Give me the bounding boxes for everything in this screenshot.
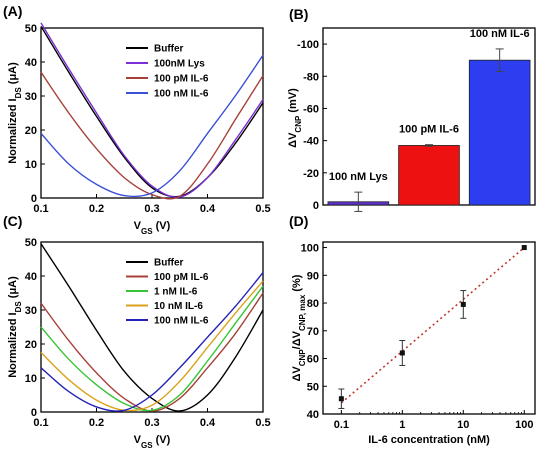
panel-c-series-4 xyxy=(40,272,264,412)
panel-a-legend-label-3: 100 nM IL-6 xyxy=(154,89,209,100)
panel-b-bar-label-2: 100 nM IL-6 xyxy=(470,28,530,40)
panel-a-legend-label-2: 100 pM IL-6 xyxy=(154,74,209,85)
panel-c-legend: Buffer 100 pM IL-6 1 nM IL-6 10 nM IL-6 100 … xyxy=(126,258,209,327)
panel-a-frame xyxy=(40,27,264,199)
panel-b-ticks: 0 -20 -40 -60 -80 -100 xyxy=(297,39,327,212)
panel-b-bar-label-0: 100 nM Lys xyxy=(329,171,388,183)
panel-d-ylabel: ΔVCNP/ΔVCNP, max (%) xyxy=(291,274,307,381)
panel-c-ylabel: Normalized IDS (μA) xyxy=(7,276,23,378)
panel-d-ytick-label-1: 50 xyxy=(307,381,319,393)
panel-a-ticks: 0.1 0.2 0.3 0.4 0.5 0 10 20 30 40 50 xyxy=(25,23,271,215)
panel-c-legend-label-0: Buffer xyxy=(154,258,184,269)
panel-a-series-0 xyxy=(40,25,264,198)
panel-a-xtick-label-1: 0.2 xyxy=(89,203,104,215)
panel-b-ytick-label-2: -40 xyxy=(303,136,319,148)
panel-b-ytick-label-3: -60 xyxy=(303,103,319,115)
panel-c-lines xyxy=(40,243,264,412)
panel-b-ytick-label-0: 0 xyxy=(313,200,319,212)
panel-d-ytick-label-2: 60 xyxy=(307,354,319,366)
panel-a-xtick-label-4: 0.5 xyxy=(255,203,270,215)
panel-c-frame xyxy=(40,241,264,413)
panel-c-ytick-label-5: 50 xyxy=(25,237,37,249)
panel-b-ytick-label-5: -100 xyxy=(297,39,319,51)
panel-d-xtick-label-0: 0.1 xyxy=(334,419,349,431)
panel-d-chart: 0.1 1 10 100 40 50 60 70 80 90 100 xyxy=(301,241,536,431)
panel-c-series-3 xyxy=(40,280,264,412)
panel-d-ytick-label-6: 100 xyxy=(301,243,319,255)
panel-a-ytick-label-2: 20 xyxy=(25,125,37,137)
panel-c-xtick-label-1: 0.2 xyxy=(89,417,104,429)
panel-a-chart: 0.1 0.2 0.3 0.4 0.5 0 10 20 30 40 50 Buffer 100nM L… xyxy=(25,22,271,215)
panel-c-xtick-label-0: 0.1 xyxy=(33,417,48,429)
panel-d-ytick-label-0: 40 xyxy=(307,409,319,421)
panel-a-xtick-label-2: 0.3 xyxy=(144,203,159,215)
panel-a-legend-label-1: 100nM Lys xyxy=(154,59,205,70)
panel-c-legend-label-2: 1 nM IL-6 xyxy=(154,287,198,298)
panel-a-xtick-label-0: 0.1 xyxy=(33,203,48,215)
panel-c-ticks: 0.1 0.2 0.3 0.4 0.5 0 10 20 30 40 50 xyxy=(25,237,271,429)
panel-a-ytick-label-1: 10 xyxy=(25,159,37,171)
panel-label-d: (D) xyxy=(289,213,308,229)
panel-a-legend-label-0: Buffer xyxy=(154,44,184,55)
panel-c-ytick-label-2: 20 xyxy=(25,339,37,351)
panel-a-legend: Buffer 100nM Lys 100 pM IL-6 100 nM IL-6 xyxy=(126,44,209,100)
panel-d-xtick-label-3: 100 xyxy=(515,419,533,431)
panel-c-series-0 xyxy=(40,243,264,412)
panel-d-frame xyxy=(322,241,536,415)
panel-c-legend-label-1: 100 pM IL-6 xyxy=(154,272,209,283)
panel-d-ticks: 0.1 1 10 100 40 50 60 70 80 90 100 xyxy=(301,243,534,431)
panel-b-ytick-label-1: -20 xyxy=(303,168,319,180)
panel-a-ytick-label-4: 40 xyxy=(25,57,37,69)
panel-b-bar-2 xyxy=(468,59,531,206)
panel-c-ytick-label-3: 30 xyxy=(25,305,37,317)
panel-d-fit-line xyxy=(340,246,525,404)
panel-b-bar-1 xyxy=(398,145,460,206)
panel-label-a: (A) xyxy=(3,3,22,19)
panel-c-ytick-label-1: 10 xyxy=(25,373,37,385)
panel-c-xtick-label-3: 0.4 xyxy=(200,417,216,429)
panel-d-point-0 xyxy=(338,396,344,402)
panel-d-xlabel: IL-6 concentration (nM) xyxy=(368,434,490,446)
panel-c-xtick-label-4: 0.5 xyxy=(255,417,270,429)
panel-a-xtick-label-3: 0.4 xyxy=(200,203,216,215)
panel-b-ytick-label-4: -80 xyxy=(303,71,319,83)
panel-d-point-2 xyxy=(460,301,466,307)
panel-c-chart: 0.1 0.2 0.3 0.4 0.5 0 10 20 30 40 50 Buffer 100 pM … xyxy=(25,237,271,429)
panel-a-series-3 xyxy=(40,54,264,198)
panel-d-ytick-label-4: 80 xyxy=(307,298,319,310)
panel-b-bars: 100 nM Lys 100 pM IL-6 100 nM IL-6 xyxy=(327,28,531,212)
panel-c-ytick-label-0: 0 xyxy=(31,407,37,419)
panel-label-c: (C) xyxy=(3,213,22,229)
panel-c-series-1 xyxy=(40,292,264,412)
panel-a-ytick-label-3: 30 xyxy=(25,91,37,103)
panel-d-point-3 xyxy=(521,245,527,251)
panel-c-ytick-label-4: 40 xyxy=(25,271,37,283)
panel-c-legend-label-3: 10 nM IL-6 xyxy=(154,301,203,312)
panel-a-ylabel: Normalized IDS (μA) xyxy=(7,62,23,164)
panel-c-series-2 xyxy=(40,285,264,412)
panel-d-xtick-label-1: 1 xyxy=(399,419,405,431)
panel-d-point-1 xyxy=(399,350,405,356)
panel-a-ytick-label-0: 0 xyxy=(31,193,37,205)
panel-a-lines xyxy=(40,22,264,200)
panel-a-xlabel: VGS (V) xyxy=(134,220,171,236)
panel-d-marks xyxy=(338,245,527,409)
panel-label-b: (B) xyxy=(289,6,308,22)
panel-c-legend-label-4: 100 nM IL-6 xyxy=(154,316,209,327)
panel-c-xtick-label-2: 0.3 xyxy=(144,417,159,429)
panel-a-ytick-label-5: 50 xyxy=(25,23,37,35)
panel-d-xtick-label-2: 10 xyxy=(457,419,469,431)
panel-b-bar-label-1: 100 pM IL-6 xyxy=(399,124,459,136)
panel-b-ylabel: ΔVCNP (mV) xyxy=(287,88,303,148)
panel-d-ytick-label-3: 70 xyxy=(307,326,319,338)
panel-c-xlabel: VGS (V) xyxy=(134,434,171,450)
panel-d-ytick-label-5: 90 xyxy=(307,270,319,282)
panel-a-series-1 xyxy=(40,22,264,198)
panel-a-series-2 xyxy=(40,71,264,200)
